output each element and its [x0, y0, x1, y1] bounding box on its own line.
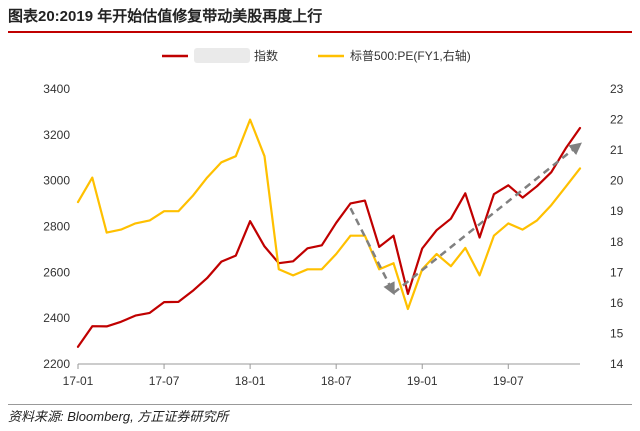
y-right-tick-label: 17: [610, 265, 624, 279]
y-left-tick-label: 3400: [43, 82, 70, 96]
y-right-tick-label: 20: [610, 174, 624, 188]
x-tick-label: 19-07: [493, 374, 524, 388]
y-left-tick-label: 3000: [43, 174, 70, 188]
y-left-tick-label: 2200: [43, 357, 70, 371]
y-right-tick-label: 22: [610, 113, 624, 127]
source-divider: [8, 404, 632, 405]
line-chart: 2200 2400 2600 2800 3000 3200 3400 14 15 16 17 18 19…: [43, 48, 624, 388]
legend-redacted-text: [194, 48, 250, 63]
y-right-tick-label: 18: [610, 235, 624, 249]
x-tick-label: 18-01: [235, 374, 266, 388]
chart-title: 图表20:2019 年开始估值修复带动美股再度上行: [8, 8, 323, 25]
chart-plot-area: [76, 118, 582, 348]
y-right-tick-label: 23: [610, 82, 624, 96]
x-tick-label: 17-07: [149, 374, 180, 388]
y-left-tick-label: 2400: [43, 311, 70, 325]
index-series-line: [76, 126, 582, 348]
y-right-tick-label: 15: [610, 326, 624, 340]
y-right-tick-label: 14: [610, 357, 624, 371]
y-left-tick-label: 2600: [43, 265, 70, 279]
chart-axes: 2200 2400 2600 2800 3000 3200 3400 14 15 16 17 18 19…: [43, 82, 623, 388]
y-left-tick-label: 2800: [43, 220, 70, 234]
trend-arrow: [392, 142, 582, 294]
trend-arrow: [349, 207, 395, 296]
y-left-tick-label: 3200: [43, 128, 70, 142]
source-note: 资料来源: Bloomberg, 方正证券研究所: [8, 409, 229, 424]
x-tick-label: 19-01: [407, 374, 438, 388]
chart-legend: 指数 标普500:PE(FY1,右轴): [162, 48, 471, 63]
y-right-tick-label: 19: [610, 204, 624, 218]
y-right-tick-label: 21: [610, 143, 624, 157]
legend-label-pe: 标普500:PE(FY1,右轴): [350, 48, 471, 63]
x-tick-label: 17-01: [63, 374, 94, 388]
y-right-tick-label: 16: [610, 296, 624, 310]
pe-series-line: [76, 118, 582, 311]
title-divider: [8, 31, 632, 33]
legend-label-index: 指数: [254, 48, 278, 63]
x-tick-label: 18-07: [321, 374, 352, 388]
